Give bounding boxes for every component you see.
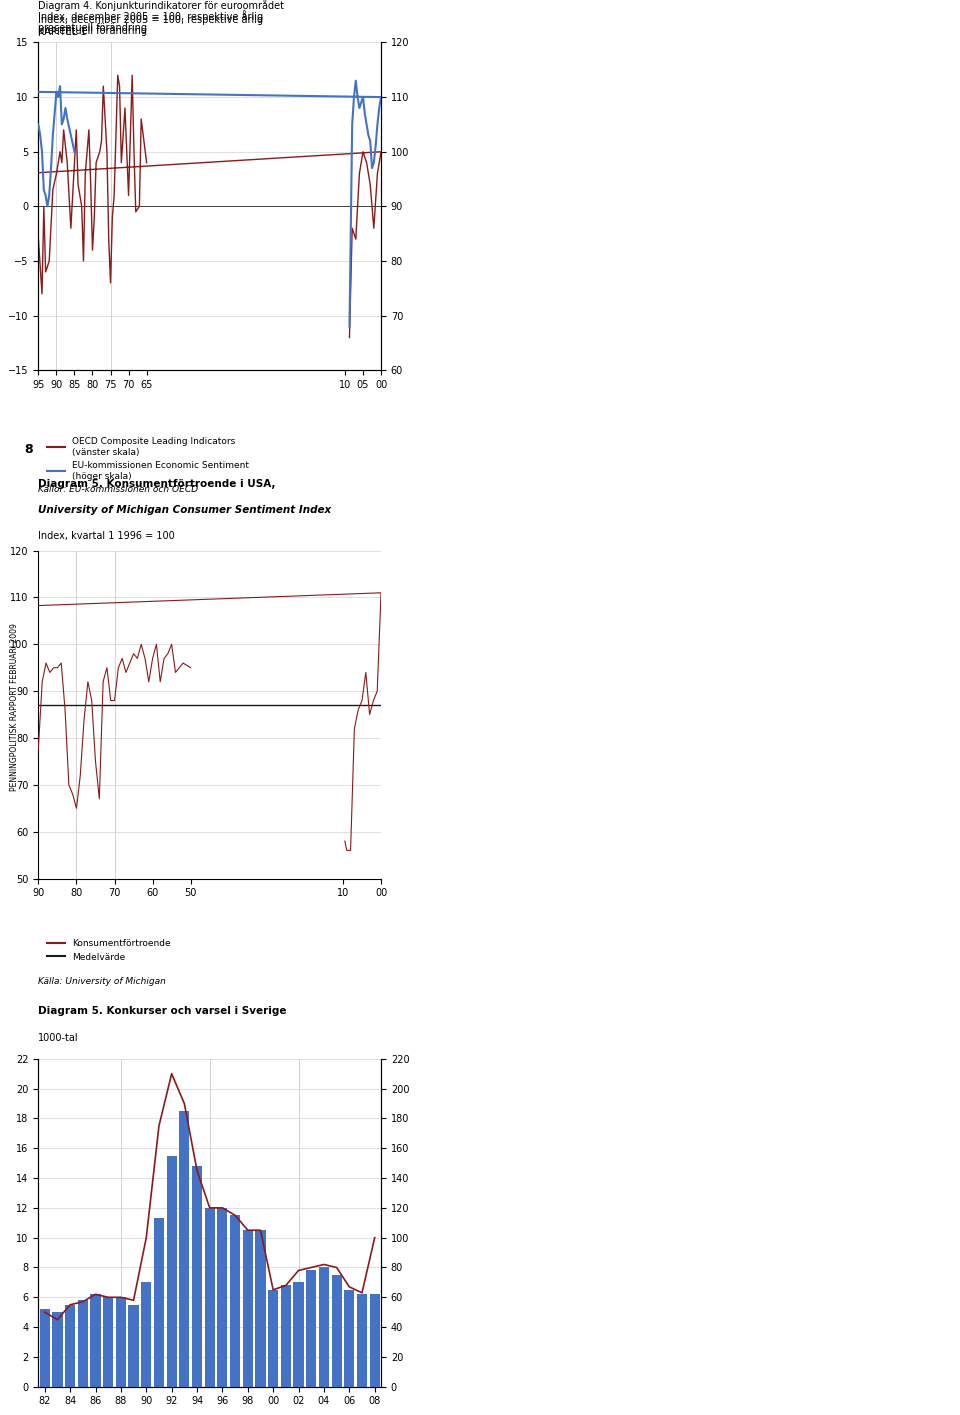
Bar xyxy=(345,1290,354,1387)
Text: University of Michigan Consumer Sentiment Index: University of Michigan Consumer Sentimen… xyxy=(38,505,331,515)
Text: 1000-tal: 1000-tal xyxy=(38,1033,79,1043)
Bar xyxy=(167,1156,177,1387)
Bar xyxy=(180,1111,189,1387)
Bar xyxy=(331,1275,342,1387)
Bar xyxy=(116,1298,126,1387)
Text: Diagram 4. Konjunkturindikatorer för euroområdet
Index, december 2005 = 100, res: Diagram 4. Konjunkturindikatorer för eur… xyxy=(38,0,284,37)
Bar xyxy=(103,1298,113,1387)
Bar xyxy=(319,1268,329,1387)
Text: Diagram 5. Konkurser och varsel i Sverige: Diagram 5. Konkurser och varsel i Sverig… xyxy=(38,1006,287,1016)
Bar xyxy=(39,1309,50,1387)
Text: Källa: University of Michigan: Källa: University of Michigan xyxy=(38,976,166,986)
Bar xyxy=(192,1166,203,1387)
Bar xyxy=(78,1300,88,1387)
Bar xyxy=(129,1305,138,1387)
Text: Index, kvartal 1 1996 = 100: Index, kvartal 1 1996 = 100 xyxy=(38,531,175,541)
Bar xyxy=(65,1305,75,1387)
Bar xyxy=(204,1208,215,1387)
Text: PENNINGPOLITISK RAPPORT FEBRUARI 2009: PENNINGPOLITISK RAPPORT FEBRUARI 2009 xyxy=(10,624,19,791)
Text: KAPITEL 1: KAPITEL 1 xyxy=(38,27,87,37)
Bar xyxy=(90,1295,101,1387)
Text: Index, december 2005 = 100, respektive årlig
procentuell förändring: Index, december 2005 = 100, respektive å… xyxy=(38,10,264,33)
Bar xyxy=(370,1295,380,1387)
Bar xyxy=(294,1282,303,1387)
Bar xyxy=(243,1230,252,1387)
Bar xyxy=(255,1230,266,1387)
Bar xyxy=(357,1295,367,1387)
Text: 8: 8 xyxy=(24,443,33,456)
Bar xyxy=(280,1285,291,1387)
Legend: OECD Composite Leading Indicators
(vänster skala), EU-kommissionen Economic Sent: OECD Composite Leading Indicators (vänst… xyxy=(43,434,252,484)
Bar xyxy=(53,1312,62,1387)
Bar xyxy=(230,1215,240,1387)
Bar xyxy=(268,1290,278,1387)
Text: Diagram 5. Konsumentförtroende i USA,: Diagram 5. Konsumentförtroende i USA, xyxy=(38,478,276,488)
Bar xyxy=(217,1208,228,1387)
Legend: Konsumentförtroende, Medelvärde: Konsumentförtroende, Medelvärde xyxy=(43,935,174,965)
Bar xyxy=(154,1218,164,1387)
Text: Källor: EU-kommissionen och OECD: Källor: EU-kommissionen och OECD xyxy=(38,485,199,494)
Bar xyxy=(306,1271,316,1387)
Bar xyxy=(141,1282,152,1387)
